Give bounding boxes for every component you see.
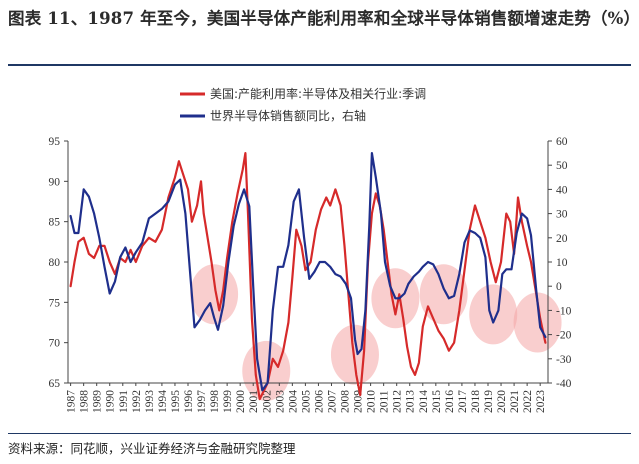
source-note: 资料来源：同花顺，兴业证券经济与金融研究院整理	[8, 441, 296, 456]
right-tick-label: 20	[556, 233, 568, 245]
x-tick-label: 1991	[118, 390, 130, 413]
right-tick-label: 50	[556, 160, 568, 172]
utilization-line	[69, 152, 547, 401]
x-tick-label: 1988	[79, 390, 91, 413]
right-tick-label: 10	[556, 257, 568, 269]
x-tick-label: 1990	[105, 390, 117, 413]
right-tick-label: -30	[556, 354, 572, 366]
legend-label-sales-growth: 世界半导体销售额同比，右轴	[210, 108, 366, 123]
x-tick-label: 2009	[353, 390, 365, 413]
x-tick-label: 2011	[379, 390, 391, 413]
right-tick-label: 30	[556, 209, 568, 221]
x-tick-label: 2010	[366, 390, 378, 413]
left-tick-label: 80	[49, 257, 61, 269]
left-tick-label: 95	[49, 136, 61, 148]
x-tick-label: 2019	[483, 390, 495, 413]
x-tick-label: 2022	[522, 390, 534, 413]
x-tick-label: 2004	[287, 390, 299, 413]
x-tick-label: 1989	[92, 390, 104, 413]
right-tick-label: 40	[556, 184, 568, 196]
x-tick-label: 1998	[209, 390, 221, 413]
x-tick-label: 1995	[170, 390, 182, 413]
highlight-circle	[469, 284, 518, 345]
x-tick-label: 1992	[131, 390, 143, 413]
highlight-circle	[330, 324, 379, 385]
right-tick-label: 0	[556, 281, 562, 293]
title-divider	[8, 64, 631, 66]
x-tick-label: 2020	[496, 390, 508, 413]
x-tick-label: 1987	[66, 390, 78, 413]
x-tick-label: 2014	[418, 390, 430, 413]
chart-lines	[69, 152, 547, 401]
x-tick-label: 2012	[392, 390, 404, 413]
x-tick-label: 2013	[405, 390, 417, 413]
page-title: 图表 11、1987 年至今，美国半导体产能利用率和全球半导体销售额增速走势（%…	[8, 9, 639, 28]
x-tick-label: 2006	[313, 390, 325, 413]
x-tick-label: 2005	[300, 390, 312, 413]
right-tick-label: -10	[556, 305, 572, 317]
left-tick-label: 70	[49, 338, 61, 350]
x-tick-label: 1999	[222, 390, 234, 413]
x-tick-label: 2008	[340, 390, 352, 413]
left-tick-label: 90	[49, 176, 61, 188]
x-tick-label: 2007	[326, 390, 338, 413]
left-tick-label: 75	[49, 297, 61, 309]
x-tick-label: 2002	[261, 390, 273, 413]
right-tick-label: 60	[556, 136, 568, 148]
highlight-circle	[419, 264, 468, 325]
x-tick-label: 2023	[535, 390, 547, 413]
left-tick-label: 65	[49, 378, 61, 390]
x-tick-label: 1994	[157, 390, 169, 413]
x-tick-label: 1996	[183, 390, 195, 413]
x-tick-label: 1993	[144, 390, 156, 413]
sales-growth-line	[69, 152, 547, 392]
x-tick-label: 1997	[196, 390, 208, 413]
chart-axes: 65 70 75 80 85 90 95 -40 -30 -20 -10 0 10 20 30 40 50 60 1…	[49, 136, 572, 413]
left-tick-label: 85	[49, 217, 61, 229]
legend-label-utilization: 美国:产能利用率:半导体及相关行业:季调	[210, 86, 426, 101]
highlight-regions	[190, 264, 562, 401]
x-tick-label: 2003	[274, 390, 286, 413]
x-tick-label: 2001	[248, 390, 260, 413]
x-tick-label: 2017	[457, 390, 469, 413]
x-tick-label: 2000	[235, 390, 247, 413]
x-tick-label: 2016	[444, 390, 456, 413]
highlight-circle	[513, 292, 562, 353]
x-tick-label: 2021	[509, 390, 521, 413]
x-tick-label: 2018	[470, 390, 482, 413]
right-tick-label: -20	[556, 330, 572, 342]
right-tick-label: -40	[556, 378, 572, 390]
x-tick-label: 2015	[431, 390, 443, 413]
source-divider	[8, 433, 631, 434]
